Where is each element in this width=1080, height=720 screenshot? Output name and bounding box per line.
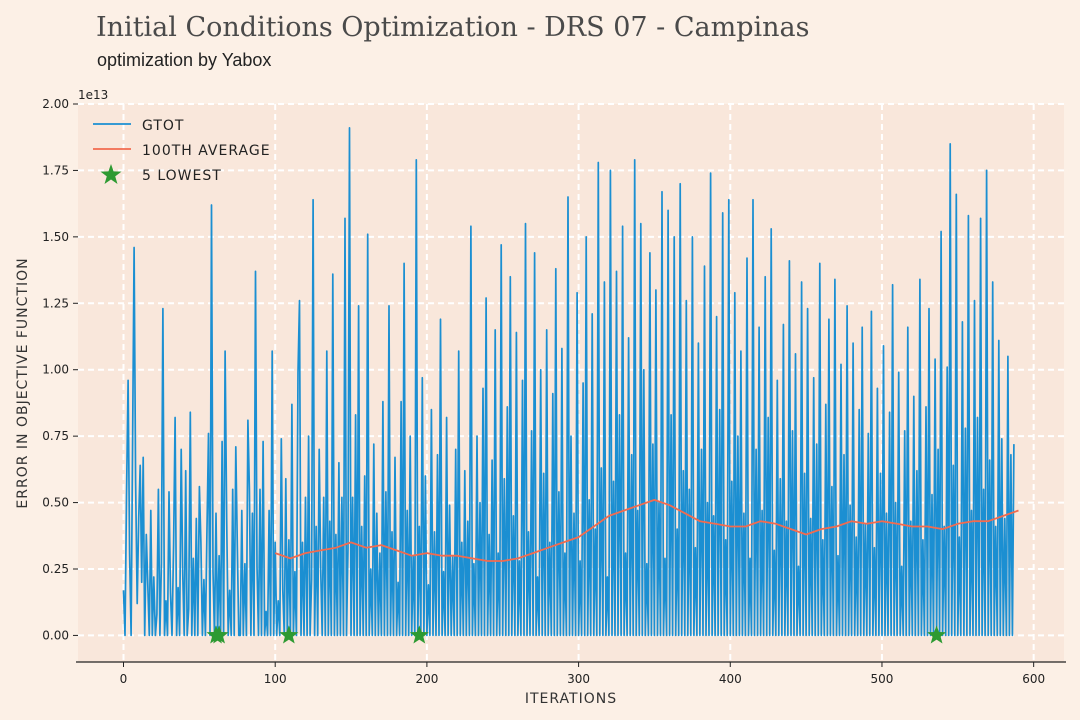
y-tick-label: 0.25 — [42, 562, 69, 576]
y-tick-label: 1.50 — [42, 230, 69, 244]
x-tick-label: 0 — [120, 672, 128, 686]
y-tick-label: 1.75 — [42, 163, 69, 177]
y-tick-label: 1.25 — [42, 296, 69, 310]
y-tick-label: 2.00 — [42, 97, 69, 111]
average-series-line — [274, 498, 1019, 562]
y-tick-label: 0.50 — [42, 496, 69, 510]
lowest-point-star — [409, 625, 429, 644]
chart-title: Initial Conditions Optimization - DRS 07… — [96, 12, 810, 43]
y-offset-label: 1e13 — [78, 88, 108, 102]
x-tick-label: 400 — [719, 672, 742, 686]
tick-layer: 0 100 200 300 400 500 600 0.00 0.25 0.50 0.75 1.00 1… — [42, 97, 1045, 686]
y-tick-label: 1.00 — [42, 363, 69, 377]
legend-average-label: 100TH AVERAGE — [142, 143, 271, 159]
legend: GTOT 100TH AVERAGE 5 LOWEST — [93, 118, 271, 184]
chart-subtitle: optimization by Yabox — [97, 50, 272, 70]
lowest-point-star — [279, 625, 299, 644]
x-axis-label: ITERATIONS — [525, 691, 617, 707]
x-tick-label: 100 — [264, 672, 287, 686]
y-tick-label: 0.75 — [42, 429, 69, 443]
lowest-point-star — [209, 625, 229, 644]
gtot-series-line — [122, 127, 1015, 637]
y-tick-label: 0.00 — [42, 628, 69, 642]
legend-gtot-label: GTOT — [142, 118, 184, 134]
legend-lowest-star-icon — [100, 164, 122, 184]
x-tick-label: 500 — [871, 672, 894, 686]
x-tick-label: 200 — [415, 672, 438, 686]
y-axis-label: ERROR IN OBJECTIVE FUNCTION — [15, 257, 31, 508]
series-layer — [122, 127, 1019, 644]
legend-lowest-label: 5 LOWEST — [142, 168, 222, 184]
lowest-point-star — [927, 625, 947, 644]
x-tick-label: 600 — [1022, 672, 1045, 686]
x-tick-label: 300 — [567, 672, 590, 686]
